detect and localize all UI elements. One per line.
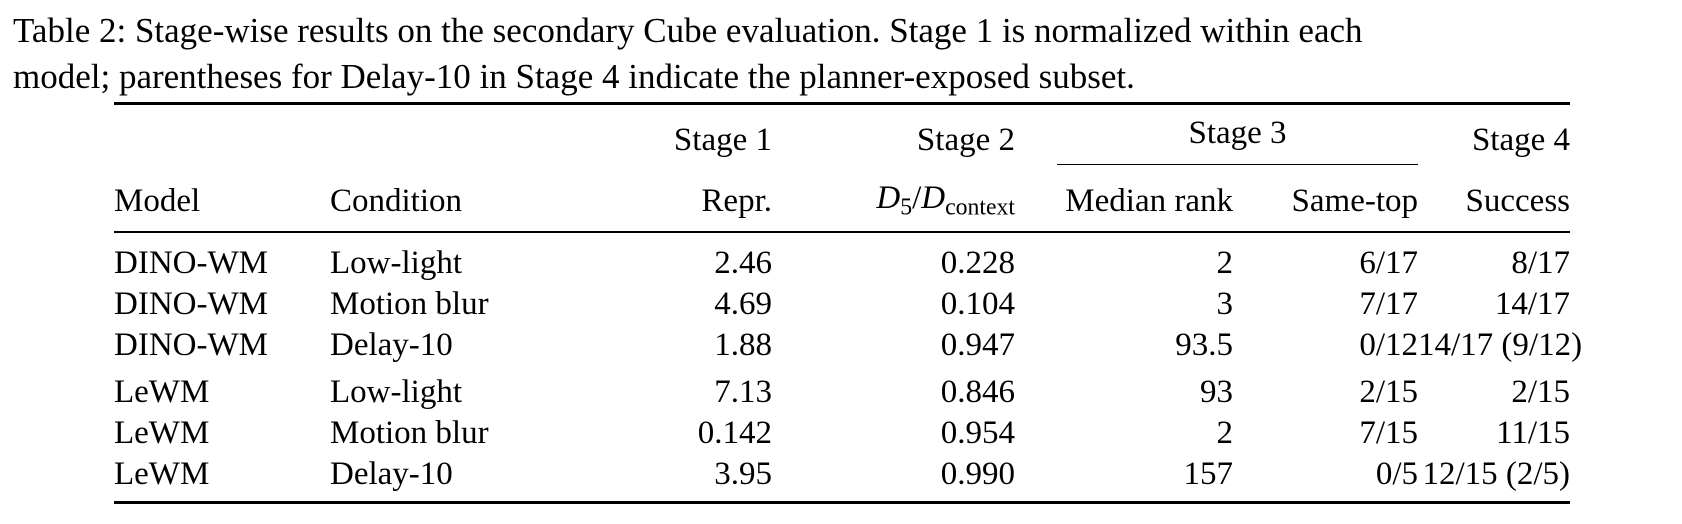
- table-caption: Table 2: Stage-wise results on the secon…: [13, 8, 1673, 100]
- cell-model: LeWM: [114, 456, 210, 492]
- cell-repr: 3.95: [714, 456, 772, 492]
- cell-repr: 1.88: [714, 327, 772, 363]
- ratio-denominator-subscript: context: [945, 194, 1015, 221]
- condition-column-header: Condition: [330, 182, 463, 219]
- cell-ratio: 0.846: [940, 374, 1015, 410]
- cell-condition: Motion blur: [330, 415, 489, 451]
- cell-model: DINO-WM: [114, 245, 268, 281]
- results-table-container: Stage 1 Stage 2 Stage 3 Stage 4 Model Co…: [114, 102, 1583, 504]
- table-body: DINO-WM Low-light 2.46 0.228 2 6/17 8/17…: [114, 232, 1583, 503]
- cell-repr: 7.13: [714, 374, 772, 410]
- cell-ratio: 0.954: [940, 415, 1015, 451]
- cell-repr: 0.142: [697, 415, 772, 451]
- stage1-header: Stage 1: [673, 121, 772, 158]
- table-row: DINO-WM Motion blur 4.69 0.104 3 7/17 14…: [114, 284, 1570, 325]
- cell-success: 8/17: [1511, 245, 1571, 281]
- table-row: DINO-WM Delay-10 1.88 0.947 93.5 0/12 14…: [114, 325, 1583, 366]
- results-table: Stage 1 Stage 2 Stage 3 Stage 4 Model Co…: [114, 102, 1583, 504]
- cell-same-top: 6/17: [1359, 245, 1419, 281]
- table-row: DINO-WM Low-light 2.46 0.228 2 6/17 8/17: [114, 232, 1570, 284]
- stage-header-row: Stage 1 Stage 2 Stage 3 Stage 4: [114, 103, 1571, 172]
- cell-median-rank: 2: [1216, 415, 1234, 451]
- cell-condition: Motion blur: [330, 286, 489, 322]
- same-top-column-header: Same-top: [1291, 182, 1419, 219]
- cell-median-rank: 93: [1200, 374, 1233, 410]
- ratio-slash: /: [912, 180, 922, 217]
- caption-line-1: Table 2: Stage-wise results on the secon…: [13, 11, 1363, 50]
- cell-ratio: 0.104: [940, 286, 1015, 322]
- cell-ratio: 0.990: [940, 456, 1015, 492]
- caption-line-2: model; parentheses for Delay-10 in Stage…: [13, 57, 1135, 96]
- cell-model: LeWM: [114, 415, 210, 451]
- cell-same-top: 7/17: [1359, 286, 1419, 322]
- stage3-header-rule: Stage 3: [1057, 115, 1419, 165]
- ratio-numerator-subscript: 5: [900, 194, 913, 221]
- table-row: LeWM Low-light 7.13 0.846 93 2/15 2/15: [114, 366, 1570, 413]
- cell-success: 14/17 (9/12): [1418, 327, 1583, 363]
- cell-model: DINO-WM: [114, 286, 268, 322]
- model-column-header: Model: [114, 182, 201, 219]
- cell-median-rank: 3: [1216, 286, 1234, 322]
- cell-same-top: 2/15: [1359, 374, 1419, 410]
- cell-ratio: 0.947: [940, 327, 1015, 363]
- table-row: LeWM Motion blur 0.142 0.954 2 7/15 11/1…: [114, 413, 1570, 454]
- cell-ratio: 0.228: [940, 245, 1015, 281]
- cell-success: 14/17: [1494, 286, 1571, 322]
- repr-column-header: Repr.: [701, 182, 772, 219]
- column-header-row: Model Condition Repr. D5/Dcontext Median…: [114, 171, 1571, 232]
- blank-header-model: [114, 104, 330, 172]
- cell-repr: 4.69: [714, 286, 772, 322]
- ratio-denominator: D: [921, 180, 946, 217]
- cell-model: DINO-WM: [114, 327, 268, 363]
- cell-same-top: 0/5: [1375, 456, 1419, 492]
- stage2-header: Stage 2: [916, 121, 1015, 158]
- cell-condition: Low-light: [330, 245, 462, 281]
- cell-condition: Low-light: [330, 374, 462, 410]
- ratio-column-header: D5/Dcontext: [772, 171, 1015, 232]
- cell-success: 11/15: [1496, 415, 1571, 451]
- median-rank-column-header: Median rank: [1065, 182, 1233, 219]
- stage4-header: Stage 4: [1471, 121, 1571, 158]
- stage3-header-label: Stage 3: [1188, 115, 1287, 151]
- stage3-header: Stage 3: [1015, 104, 1419, 172]
- cell-median-rank: 2: [1216, 245, 1234, 281]
- cell-same-top: 0/12: [1359, 327, 1419, 363]
- cell-condition: Delay-10: [330, 456, 453, 492]
- blank-header-condition: [330, 104, 552, 172]
- cell-repr: 2.46: [714, 245, 772, 281]
- cell-model: LeWM: [114, 374, 210, 410]
- cell-success: 2/15: [1511, 374, 1571, 410]
- cell-success: 12/15 (2/5): [1422, 456, 1571, 492]
- cell-same-top: 7/15: [1359, 415, 1419, 451]
- ratio-numerator: D: [876, 180, 901, 217]
- cell-median-rank: 157: [1183, 456, 1234, 492]
- cell-condition: Delay-10: [330, 327, 453, 363]
- table-row: LeWM Delay-10 3.95 0.990 157 0/5 12/15 (…: [114, 454, 1571, 503]
- cell-median-rank: 93.5: [1175, 327, 1233, 363]
- success-column-header: Success: [1465, 182, 1571, 219]
